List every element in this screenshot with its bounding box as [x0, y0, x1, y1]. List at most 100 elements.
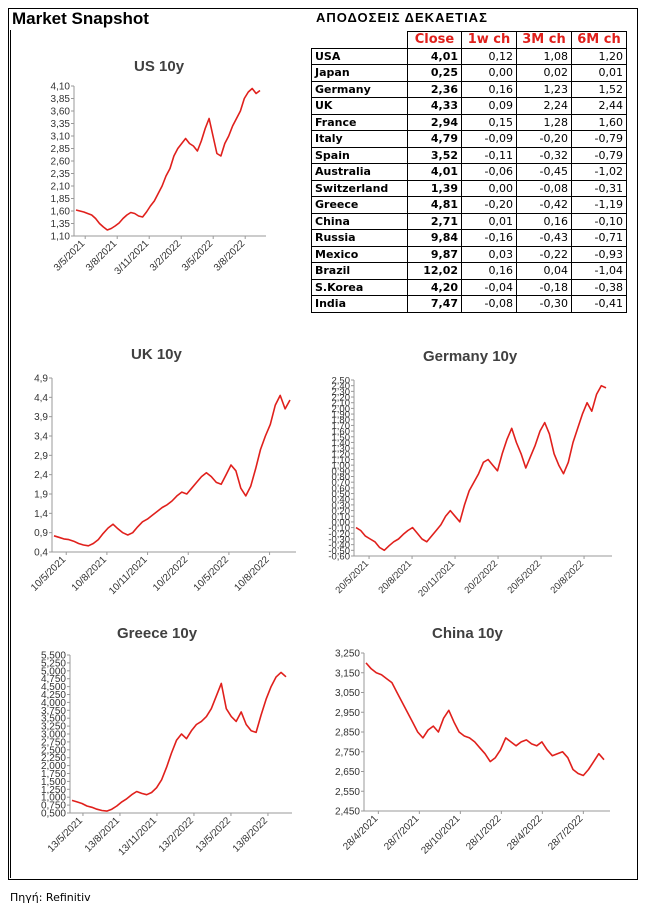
y-tick-label: 0,50 — [332, 489, 351, 500]
x-tick-label: 3/5/2021 — [52, 238, 88, 274]
column-header: 3M ch — [516, 31, 572, 49]
y-tick-label: 2,00 — [332, 404, 351, 415]
y-tick-label: 1,750 — [41, 769, 66, 780]
x-tick-label: 28/10/2021 — [419, 813, 462, 856]
series-line — [53, 394, 291, 547]
country-cell: UK — [311, 97, 408, 115]
close-cell: 2,71 — [407, 212, 462, 230]
y-tick-label: 3,150 — [335, 668, 360, 679]
six-month-change-cell: -0,93 — [571, 245, 627, 263]
table-row: Italy 4,79 -0,09 -0,20 -0,79 — [311, 130, 627, 148]
close-cell: 4,01 — [407, 163, 462, 181]
x-tick-label: 13/11/2021 — [116, 815, 159, 858]
y-tick-label: 1,4 — [34, 509, 48, 520]
country-cell: China — [311, 212, 408, 230]
y-tick-label: 0,40 — [332, 495, 351, 506]
country-cell: USA — [311, 47, 408, 65]
three-month-change-cell: 1,23 — [516, 80, 572, 98]
one-week-change-cell: 0,12 — [461, 47, 517, 65]
close-cell: 9,87 — [407, 245, 462, 263]
series-line — [355, 384, 607, 552]
y-tick-label: 1,85 — [51, 194, 71, 205]
close-cell: 4,79 — [407, 130, 462, 148]
table-row: China 2,71 0,01 0,16 -0,10 — [311, 212, 627, 230]
y-tick-label: 1,000 — [41, 793, 66, 804]
x-tick-label: 10/5/2022 — [192, 554, 232, 594]
table-header-row: Close 1w ch 3M ch 6M ch — [311, 31, 627, 49]
y-tick-label: 0,500 — [41, 809, 66, 820]
x-tick-label: 13/8/2021 — [83, 815, 123, 855]
table-row: Mexico 9,87 0,03 -0,22 -0,93 — [311, 245, 627, 263]
y-tick-label: 1,80 — [332, 415, 351, 426]
close-cell: 4,33 — [407, 97, 462, 115]
y-tick-label: -0,50 — [328, 546, 350, 557]
y-tick-label: 1,30 — [332, 444, 351, 455]
three-month-change-cell: 1,28 — [516, 113, 572, 131]
country-cell: Germany — [311, 80, 408, 98]
six-month-change-cell: -1,02 — [571, 163, 627, 181]
x-tick-label: 20/8/2021 — [377, 558, 415, 596]
country-cell: Japan — [311, 64, 408, 82]
y-tick-label: 1,00 — [332, 461, 351, 472]
close-cell: 12,02 — [407, 262, 462, 280]
y-tick-label: 0,10 — [332, 512, 351, 523]
three-month-change-cell: 0,04 — [516, 262, 572, 280]
country-cell: Mexico — [311, 245, 408, 263]
y-tick-label: 2,50 — [332, 376, 351, 387]
y-tick-label: 0,750 — [41, 801, 66, 812]
one-week-change-cell: -0,09 — [461, 130, 517, 148]
one-week-change-cell: -0,11 — [461, 146, 517, 164]
y-tick-label: 4,9 — [34, 374, 48, 385]
x-tick-label: 28/4/2022 — [505, 813, 545, 853]
three-month-change-cell: -0,30 — [516, 295, 572, 313]
y-tick-label: 2,30 — [332, 387, 351, 398]
y-tick-label: 2,500 — [41, 745, 66, 756]
country-cell: France — [311, 113, 408, 131]
china-10y-chart: 2,450 2,550 2,650 2,750 2,850 2,950 3,050 3,150… — [335, 649, 610, 857]
x-tick-label: 20/5/2021 — [334, 558, 372, 596]
country-cell: Greece — [311, 196, 408, 214]
y-tick-label: 4,10 — [51, 82, 71, 93]
chart-title: Germany 10y — [423, 348, 518, 365]
six-month-change-cell: -0,10 — [571, 212, 627, 230]
y-tick-label: 2,20 — [332, 393, 351, 404]
x-tick-label: 3/11/2021 — [113, 238, 152, 277]
y-tick-label: 0,30 — [332, 500, 351, 511]
y-tick-label: 2,10 — [332, 398, 351, 409]
six-month-change-cell: 2,44 — [571, 97, 627, 115]
series-line — [71, 671, 287, 812]
close-cell: 9,84 — [407, 229, 462, 247]
country-cell: Spain — [311, 146, 408, 164]
y-tick-label: -0,60 — [328, 552, 350, 563]
table-row: Switzerland 1,39 0,00 -0,08 -0,31 — [311, 179, 627, 197]
y-tick-label: 2,250 — [41, 753, 66, 764]
y-tick-label: 2,000 — [41, 761, 66, 772]
y-tick-label: 4,4 — [34, 393, 48, 404]
y-tick-label: 3,10 — [51, 132, 71, 143]
y-tick-label: 1,35 — [51, 219, 71, 230]
y-tick-label: 0,4 — [34, 548, 48, 559]
one-week-change-cell: -0,16 — [461, 229, 517, 247]
y-tick-label: 3,250 — [41, 722, 66, 733]
three-month-change-cell: -0,18 — [516, 278, 572, 296]
y-tick-label: 3,9 — [34, 412, 48, 423]
y-tick-label: 3,4 — [34, 432, 48, 443]
three-month-change-cell: -0,42 — [516, 196, 572, 214]
x-tick-label: 10/5/2021 — [29, 554, 69, 594]
close-cell: 3,52 — [407, 146, 462, 164]
x-tick-label: 10/2/2022 — [151, 554, 191, 594]
y-tick-label: 2,950 — [335, 708, 360, 719]
chart-title: Greece 10y — [117, 625, 198, 642]
table-row: Spain 3,52 -0,11 -0,32 -0,79 — [311, 146, 627, 164]
six-month-change-cell: -0,79 — [571, 146, 627, 164]
country-cell: S.Korea — [311, 278, 408, 296]
y-tick-label: 2,750 — [335, 747, 360, 758]
x-tick-label: 3/5/2022 — [180, 238, 216, 274]
y-tick-label: 1,70 — [332, 421, 351, 432]
three-month-change-cell: -0,32 — [516, 146, 572, 164]
close-cell: 0,25 — [407, 64, 462, 82]
x-tick-label: 13/5/2022 — [194, 815, 234, 855]
x-tick-label: 3/8/2022 — [212, 238, 248, 274]
y-tick-label: 2,4 — [34, 470, 48, 481]
y-tick-label: 0,9 — [34, 528, 48, 539]
